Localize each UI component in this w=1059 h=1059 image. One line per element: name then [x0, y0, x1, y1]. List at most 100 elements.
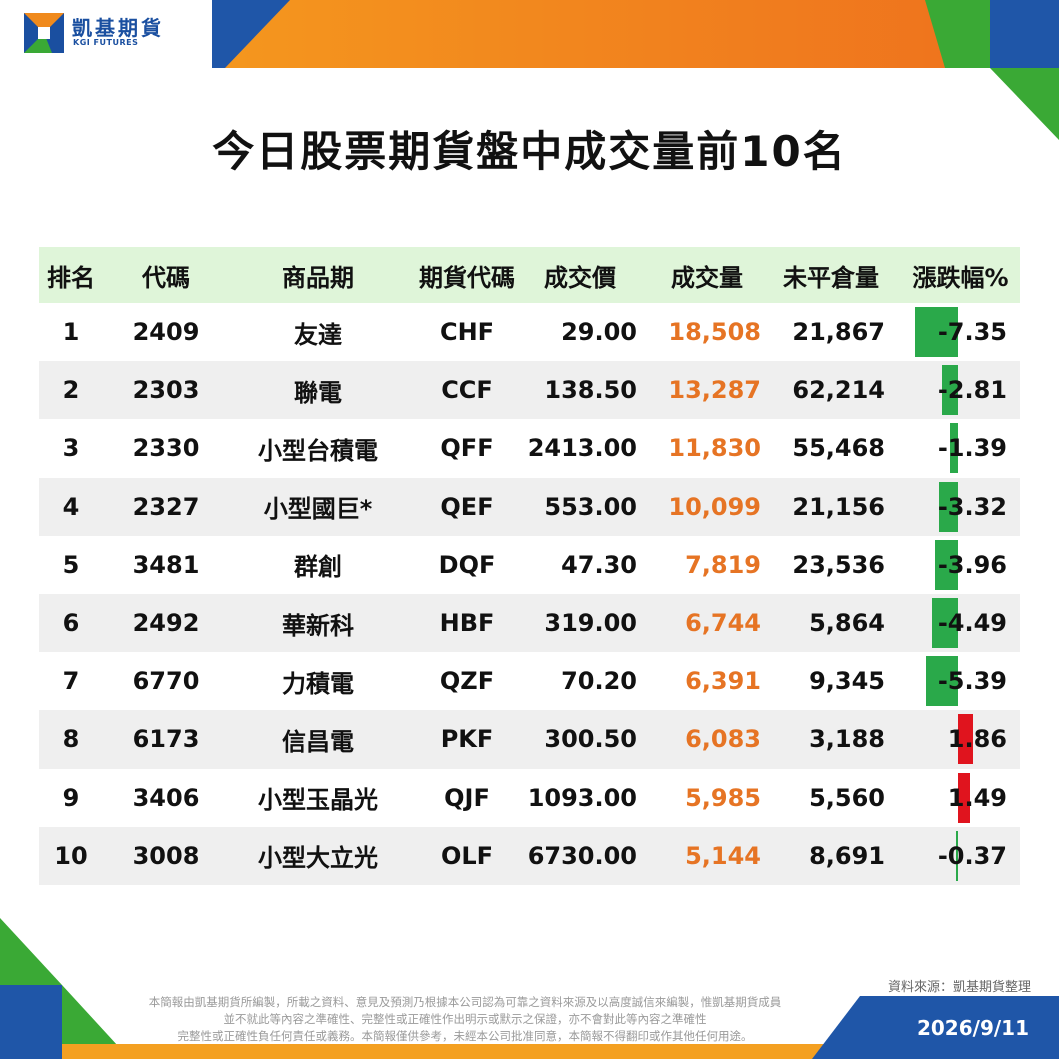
- change-value: -4.49: [937, 609, 1007, 638]
- change-cell: 1.49: [901, 769, 1020, 827]
- futures-code-cell: QFF: [440, 434, 494, 463]
- change-cell: -1.39: [901, 419, 1020, 477]
- rank-cell: 5: [62, 550, 80, 579]
- change-cell: -7.35: [901, 303, 1020, 361]
- header-futures-code: 期貨代碼: [419, 263, 515, 292]
- open-interest-cell: 62,214: [792, 376, 885, 405]
- table-row: 9 3406 小型玉晶光 QJF 1093.00 5,985 5,560 1.49: [39, 769, 1020, 827]
- table-body: 1 2409 友達 CHF 29.00 18,508 21,867 -7.35 2 2303 聯電 C…: [39, 303, 1020, 885]
- price-cell: 300.50: [544, 725, 637, 754]
- change-cell: -4.49: [901, 594, 1020, 652]
- futures-code-cell: CHF: [439, 318, 495, 347]
- rank-cell: 4: [62, 492, 80, 521]
- rank-cell: 1: [62, 318, 80, 347]
- futures-code-cell: CCF: [441, 376, 493, 405]
- change-cell: -2.81: [901, 361, 1020, 419]
- volume-cell: 6,744: [685, 609, 761, 638]
- rank-cell: 3: [62, 434, 80, 463]
- logo-area: 凱基期貨 KGI FUTURES: [0, 0, 212, 68]
- header-price: 成交價: [544, 263, 616, 292]
- price-cell: 29.00: [561, 318, 637, 347]
- open-interest-cell: 3,188: [809, 725, 885, 754]
- disclaimer-line: 本簡報由凱基期貨所編製，所載之資料、意見及預測乃根據本公司認為可靠之資料來源及以…: [148, 995, 782, 1009]
- table-row: 1 2409 友達 CHF 29.00 18,508 21,867 -7.35: [39, 303, 1020, 361]
- brand-name-en: KGI FUTURES: [73, 38, 139, 47]
- table-row: 2 2303 聯電 CCF 138.50 13,287 62,214 -2.81: [39, 361, 1020, 420]
- change-value: 1.49: [947, 783, 1007, 812]
- volume-cell: 13,287: [668, 376, 761, 405]
- disclaimer-line: 並不就此等內容之準確性、完整性或正確性作出明示或默示之保證，亦不會對此等內容之準…: [223, 1012, 707, 1026]
- change-bar: [941, 365, 958, 416]
- code-cell: 3008: [132, 841, 200, 870]
- rank-cell: 10: [54, 841, 88, 870]
- rank-cell: 2: [62, 376, 80, 405]
- change-value: -2.81: [937, 376, 1007, 405]
- name-cell: 力積電: [282, 669, 354, 698]
- top-banner: 凱基期貨 KGI FUTURES: [0, 0, 1059, 68]
- change-value: -3.96: [937, 550, 1007, 579]
- change-value: -3.32: [937, 492, 1007, 521]
- name-cell: 小型大立光: [258, 844, 378, 873]
- volume-cell: 11,830: [668, 434, 761, 463]
- rank-cell: 6: [62, 609, 80, 638]
- change-value: -5.39: [937, 667, 1007, 696]
- price-cell: 6730.00: [527, 841, 637, 870]
- price-cell: 70.20: [561, 667, 637, 696]
- futures-code-cell: PKF: [440, 725, 494, 754]
- table-row: 7 6770 力積電 QZF 70.20 6,391 9,345 -5.39: [39, 652, 1020, 710]
- futures-code-cell: QEF: [440, 492, 494, 521]
- volume-cell: 6,391: [685, 667, 761, 696]
- name-cell: 信昌電: [282, 727, 354, 756]
- change-value: -1.39: [937, 434, 1007, 463]
- report-date: 2026/9/11: [916, 1016, 1029, 1040]
- name-cell: 小型台積電: [258, 436, 378, 465]
- header-rank: 排名: [47, 263, 95, 292]
- name-cell: 華新科: [282, 611, 354, 640]
- code-cell: 2330: [132, 434, 200, 463]
- change-value: -0.37: [937, 841, 1007, 870]
- change-cell: -3.96: [901, 536, 1020, 594]
- change-bar: [949, 423, 958, 474]
- name-cell: 小型玉晶光: [258, 786, 378, 815]
- open-interest-cell: 55,468: [792, 434, 885, 463]
- futures-code-cell: DQF: [438, 550, 496, 579]
- change-bar: [926, 656, 958, 707]
- table-row: 4 2327 小型國巨* QEF 553.00 10,099 21,156 -3.32: [39, 477, 1020, 536]
- disclaimer: 本簡報由凱基期貨所編製，所載之資料、意見及預測乃根據本公司認為可靠之資料來源及以…: [70, 994, 860, 1045]
- code-cell: 3406: [132, 783, 200, 812]
- table-row: 10 3008 小型大立光 OLF 6730.00 5,144 8,691 -0.37: [39, 826, 1020, 885]
- table-row: 6 2492 華新科 HBF 319.00 6,744 5,864 -4.49: [39, 593, 1020, 653]
- rank-cell: 8: [62, 725, 80, 754]
- change-bar: [958, 714, 974, 765]
- change-bar: [915, 307, 958, 357]
- open-interest-cell: 23,536: [792, 550, 885, 579]
- change-cell: 1.86: [901, 710, 1020, 768]
- header-change: 漲跌幅%: [912, 263, 1009, 292]
- brand-name-cn: 凱基期貨: [72, 16, 164, 40]
- volume-cell: 7,819: [685, 550, 761, 579]
- price-cell: 47.30: [561, 550, 637, 579]
- rank-cell: 9: [62, 783, 80, 812]
- price-cell: 319.00: [544, 609, 637, 638]
- code-cell: 2303: [132, 376, 200, 405]
- price-cell: 138.50: [544, 376, 637, 405]
- header-name: 商品期: [282, 263, 354, 292]
- volume-cell: 5,985: [685, 783, 761, 812]
- name-cell: 小型國巨*: [263, 495, 373, 524]
- rank-cell: 7: [62, 667, 80, 696]
- header-code: 代碼: [142, 263, 190, 292]
- code-cell: 2492: [132, 609, 200, 638]
- volume-cell: 5,144: [685, 841, 761, 870]
- price-cell: 2413.00: [527, 434, 637, 463]
- table-row: 5 3481 群創 DQF 47.30 7,819 23,536 -3.96: [39, 536, 1020, 594]
- futures-code-cell: HBF: [439, 609, 495, 638]
- code-cell: 2327: [132, 492, 200, 521]
- futures-code-cell: QJF: [444, 783, 490, 812]
- change-value: 1.86: [947, 725, 1007, 754]
- page-title: 今日股票期貨盤中成交量前10名: [212, 127, 847, 176]
- change-value: -7.35: [937, 318, 1007, 347]
- open-interest-cell: 5,864: [809, 609, 885, 638]
- change-cell: -0.37: [901, 827, 1020, 885]
- open-interest-cell: 21,156: [792, 492, 885, 521]
- table-row: 8 6173 信昌電 PKF 300.50 6,083 3,188 1.86: [39, 710, 1020, 769]
